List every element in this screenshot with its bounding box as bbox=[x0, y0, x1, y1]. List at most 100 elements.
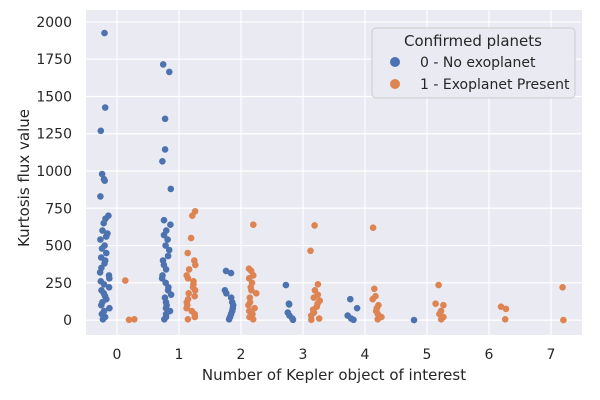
data-point-exoplanet-present bbox=[371, 285, 378, 293]
data-point-no-exoplanet bbox=[227, 269, 235, 277]
legend-box bbox=[371, 27, 576, 99]
data-point-no-exoplanet bbox=[96, 269, 104, 276]
data-point-exoplanet-present bbox=[249, 316, 257, 323]
data-point-no-exoplanet bbox=[158, 275, 166, 282]
data-point-exoplanet-present bbox=[125, 316, 133, 324]
data-point-exoplanet-present bbox=[189, 212, 196, 219]
data-point-no-exoplanet bbox=[164, 236, 171, 243]
data-point-no-exoplanet bbox=[100, 219, 107, 227]
data-point-no-exoplanet bbox=[162, 266, 170, 273]
data-point-no-exoplanet bbox=[160, 216, 168, 224]
data-point-exoplanet-present bbox=[311, 222, 318, 229]
data-point-exoplanet-present bbox=[248, 287, 255, 294]
data-point-no-exoplanet bbox=[285, 301, 293, 308]
data-point-no-exoplanet bbox=[167, 221, 174, 228]
data-point-exoplanet-present bbox=[559, 284, 566, 291]
data-point-exoplanet-present bbox=[369, 224, 377, 231]
data-point-exoplanet-present bbox=[191, 313, 199, 321]
data-point-exoplanet-present bbox=[308, 316, 315, 324]
data-points bbox=[96, 29, 567, 324]
data-point-no-exoplanet bbox=[159, 158, 166, 165]
x-tick-labels: 0 1 2 3 4 5 6 7 bbox=[113, 347, 556, 363]
data-point-no-exoplanet bbox=[282, 281, 290, 289]
data-point-no-exoplanet bbox=[102, 233, 110, 240]
data-point-no-exoplanet bbox=[97, 127, 105, 135]
data-point-no-exoplanet bbox=[106, 304, 113, 312]
data-point-exoplanet-present bbox=[185, 290, 192, 297]
data-point-exoplanet-present bbox=[251, 304, 258, 312]
data-point-exoplanet-present bbox=[432, 300, 439, 308]
legend-marker-exoplanet-present bbox=[390, 79, 400, 89]
data-point-no-exoplanet bbox=[98, 170, 106, 178]
data-point-no-exoplanet bbox=[97, 236, 104, 243]
data-point-exoplanet-present bbox=[183, 304, 190, 312]
data-point-no-exoplanet bbox=[162, 242, 169, 249]
data-point-no-exoplanet bbox=[106, 275, 113, 282]
data-point-exoplanet-present bbox=[315, 315, 323, 322]
data-point-no-exoplanet bbox=[103, 249, 110, 257]
data-point-exoplanet-present bbox=[187, 234, 195, 242]
y-tick-label: 750 bbox=[45, 201, 72, 217]
data-point-no-exoplanet bbox=[98, 301, 105, 309]
data-point-no-exoplanet bbox=[350, 316, 357, 324]
data-point-exoplanet-present bbox=[502, 305, 510, 313]
data-point-exoplanet-present bbox=[440, 301, 447, 309]
x-tick-label: 0 bbox=[113, 347, 122, 363]
y-tick-label: 0 bbox=[63, 313, 72, 329]
data-point-exoplanet-present bbox=[184, 275, 192, 282]
legend-label-no-exoplanet: 0 - No exoplanet bbox=[420, 55, 536, 71]
y-tick-label: 1000 bbox=[36, 164, 72, 180]
data-point-exoplanet-present bbox=[192, 261, 199, 269]
data-point-exoplanet-present bbox=[560, 316, 567, 324]
y-tick-label: 2000 bbox=[36, 15, 72, 31]
data-point-exoplanet-present bbox=[252, 290, 260, 297]
data-point-exoplanet-present bbox=[497, 303, 505, 311]
y-tick-label: 1250 bbox=[36, 127, 72, 143]
x-tick-label: 4 bbox=[361, 347, 370, 363]
data-point-exoplanet-present bbox=[131, 316, 138, 323]
data-point-exoplanet-present bbox=[122, 277, 129, 284]
data-point-no-exoplanet bbox=[160, 231, 168, 239]
data-point-no-exoplanet bbox=[222, 267, 230, 275]
data-point-no-exoplanet bbox=[105, 284, 113, 291]
data-point-exoplanet-present bbox=[307, 247, 314, 255]
x-tick-label: 5 bbox=[423, 347, 432, 363]
data-point-exoplanet-present bbox=[310, 294, 318, 302]
y-tick-label: 1750 bbox=[36, 52, 72, 68]
data-point-no-exoplanet bbox=[353, 304, 361, 312]
data-point-no-exoplanet bbox=[101, 177, 108, 184]
data-point-exoplanet-present bbox=[501, 316, 509, 323]
x-tick-label: 7 bbox=[547, 347, 556, 363]
y-axis-label: Kurtosis flux value bbox=[15, 109, 33, 247]
x-tick-label: 2 bbox=[237, 347, 246, 363]
data-point-no-exoplanet bbox=[225, 316, 233, 323]
data-point-exoplanet-present bbox=[191, 287, 199, 294]
data-point-exoplanet-present bbox=[437, 316, 445, 323]
legend-marker-no-exoplanet bbox=[390, 57, 400, 67]
data-point-no-exoplanet bbox=[161, 146, 169, 153]
data-point-no-exoplanet bbox=[167, 291, 175, 299]
data-point-no-exoplanet bbox=[167, 185, 175, 193]
data-point-no-exoplanet bbox=[98, 245, 106, 252]
data-point-no-exoplanet bbox=[101, 29, 108, 37]
x-tick-label: 1 bbox=[175, 347, 184, 363]
data-point-exoplanet-present bbox=[314, 281, 322, 288]
data-point-no-exoplanet bbox=[161, 115, 169, 123]
y-tick-labels: 0 250 500 750 1000 1250 1500 1750 2000 bbox=[36, 15, 72, 329]
data-point-no-exoplanet bbox=[165, 246, 173, 254]
data-point-no-exoplanet bbox=[101, 104, 109, 111]
x-tick-label: 3 bbox=[299, 347, 308, 363]
data-point-no-exoplanet bbox=[223, 290, 230, 297]
legend-title: Confirmed planets bbox=[404, 32, 542, 50]
data-point-no-exoplanet bbox=[410, 316, 418, 324]
data-point-exoplanet-present bbox=[245, 301, 252, 309]
data-point-no-exoplanet bbox=[99, 227, 106, 234]
legend-label-exoplanet-present: 1 - Exoplanet Present bbox=[420, 77, 570, 93]
data-point-no-exoplanet bbox=[99, 316, 107, 323]
y-tick-label: 1500 bbox=[36, 89, 72, 105]
data-point-exoplanet-present bbox=[435, 281, 442, 289]
data-point-no-exoplanet bbox=[161, 316, 168, 323]
x-axis-label: Number of Kepler object of interest bbox=[202, 366, 466, 384]
data-point-exoplanet-present bbox=[185, 266, 193, 273]
